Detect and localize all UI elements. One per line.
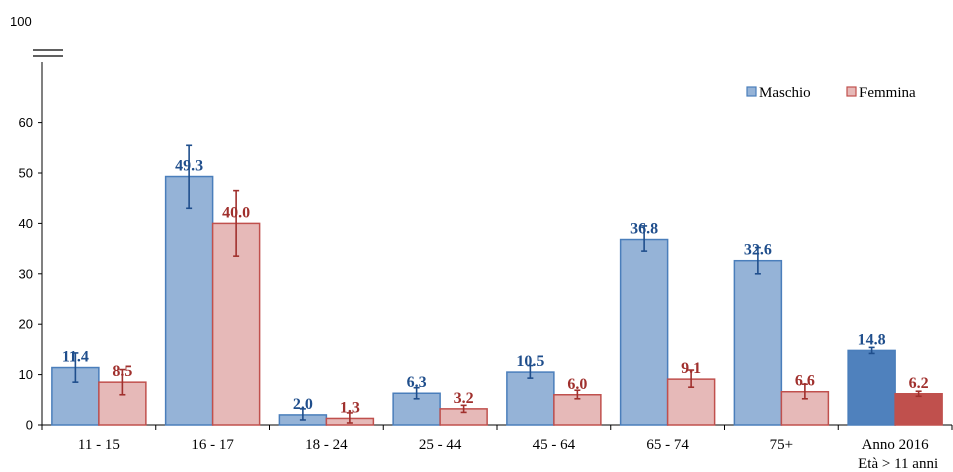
x-tick-sublabel: Età > 11 anni [858, 456, 938, 472]
bar-maschio [164, 175, 214, 426]
data-label: 11.4 [62, 349, 89, 366]
data-label: 3.2 [454, 390, 474, 407]
data-label: 6.0 [567, 376, 587, 393]
legend-label: Maschio [759, 85, 811, 101]
x-tick-label: 75+ [770, 437, 793, 453]
y-tick-label: 0 [26, 418, 33, 433]
bar-femmina [211, 222, 261, 426]
data-label: 49.3 [175, 158, 203, 175]
data-label: 8.5 [112, 363, 132, 380]
y-tick-label: 60 [19, 115, 33, 130]
y-tick-label: 30 [19, 266, 33, 281]
data-label: 40.0 [222, 204, 250, 221]
x-tick-label: 11 - 15 [78, 437, 120, 453]
bars [51, 175, 943, 426]
error-bars [72, 144, 922, 424]
data-label: 36.8 [630, 221, 658, 238]
x-tick-label: 25 - 44 [419, 437, 462, 453]
y-tick-label: 50 [19, 166, 33, 181]
data-label: 6.6 [795, 373, 815, 390]
legend: Maschio Femmina [746, 85, 916, 101]
y-tick-label: 20 [19, 317, 33, 332]
bar-maschio [506, 371, 555, 426]
x-tick-label: 18 - 24 [305, 437, 348, 453]
data-label: 32.6 [744, 242, 772, 259]
x-tick-label: 16 - 17 [191, 437, 234, 453]
bar-maschio [733, 259, 783, 426]
x-tick-label: Anno 2016 [862, 437, 930, 453]
y-tick-label: 10 [19, 367, 33, 382]
legend-label: Femmina [859, 85, 916, 101]
y-tick-label: 40 [19, 216, 33, 231]
x-tick-label: 45 - 64 [533, 437, 576, 453]
bar-femmina [894, 393, 943, 426]
bar-maschio [619, 238, 669, 426]
data-label: 2.0 [293, 396, 313, 413]
x-tick-label: 65 - 74 [646, 437, 689, 453]
y-tick-label-top: 100 [10, 14, 32, 29]
legend-swatch [746, 86, 757, 97]
data-label: 1.3 [340, 399, 360, 416]
value-labels: 11.4 49.3 2.0 6.3 10.5 36.8 32.6 14.8 8.5 40.0 1.3… [62, 158, 929, 417]
legend-swatch [846, 86, 857, 97]
data-label: 9.1 [681, 360, 701, 377]
data-label: 6.2 [909, 375, 929, 392]
bar-maschio [847, 349, 896, 426]
data-label: 6.3 [407, 374, 427, 391]
data-label: 14.8 [858, 331, 886, 348]
data-label: 10.5 [516, 353, 544, 370]
